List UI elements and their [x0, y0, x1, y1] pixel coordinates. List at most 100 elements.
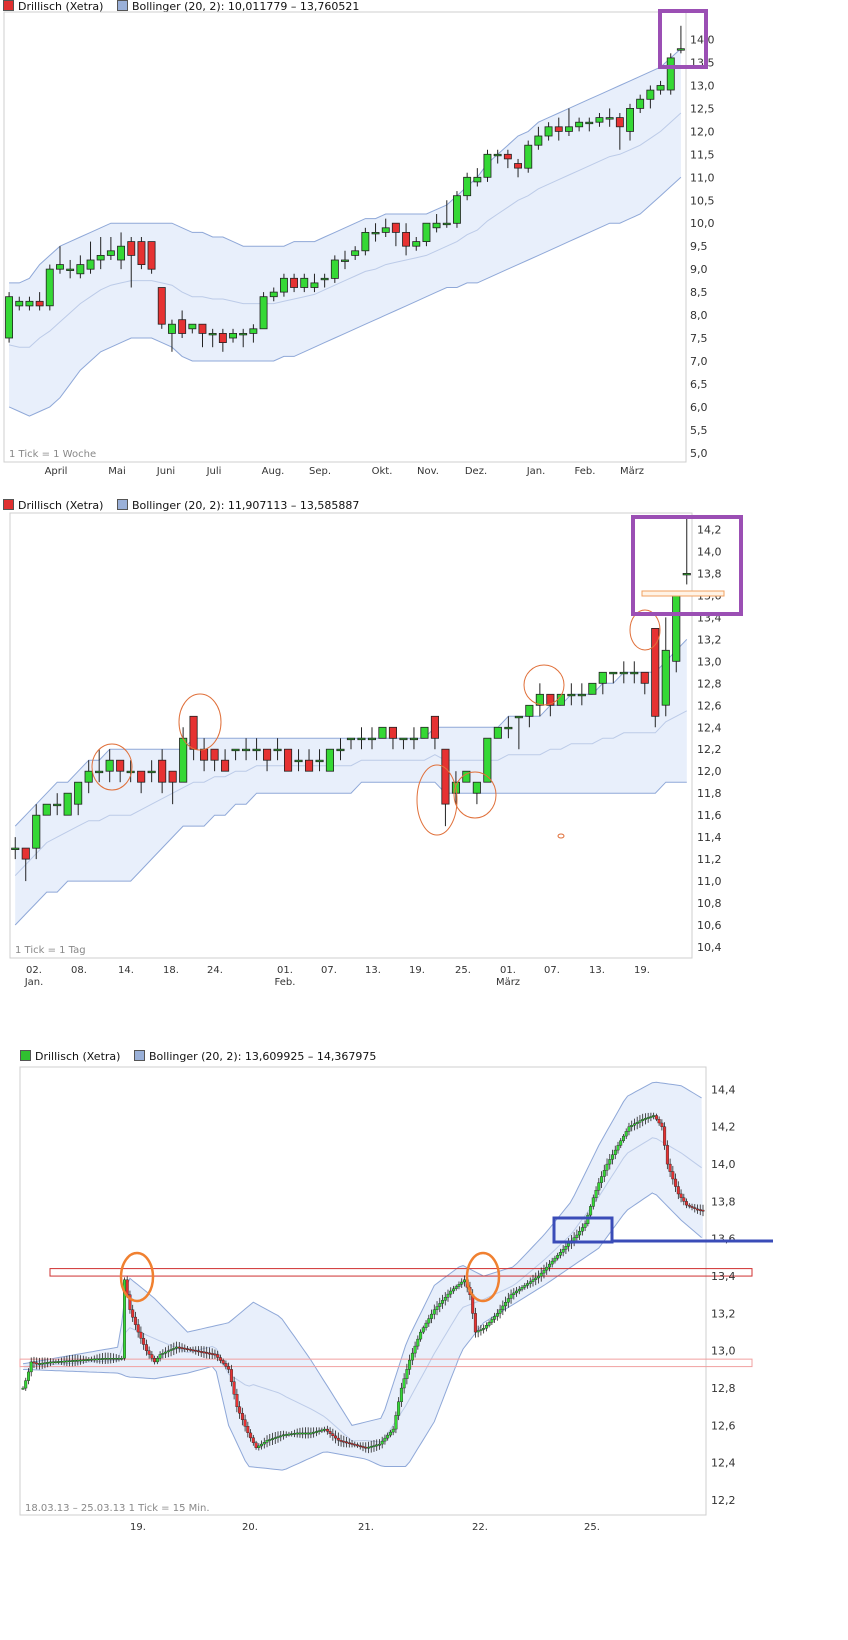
candle-body: [646, 1117, 650, 1119]
indicator-label: Bollinger (20, 2): 11,907113 – 13,585887: [131, 499, 360, 512]
candle-body: [524, 144, 533, 169]
candle-body: [663, 1126, 667, 1146]
x-tick-label: Jan.: [526, 466, 546, 477]
bollinger-lower-line: [22, 1192, 702, 1471]
candle-body: [523, 1285, 527, 1288]
candle-body: [624, 1131, 628, 1137]
candle-body: [381, 227, 390, 233]
candle-body: [59, 1361, 63, 1363]
y-tick-label: 11,5: [690, 148, 715, 161]
candle-body: [315, 759, 324, 763]
candle-body: [25, 300, 34, 307]
candle-body: [609, 671, 618, 675]
candle-body: [419, 1331, 423, 1340]
x-tick-label: 25.: [455, 965, 471, 976]
candle-body: [174, 1346, 178, 1349]
candle-body: [86, 259, 95, 270]
candle-body: [698, 1209, 702, 1211]
candle-body: [472, 781, 481, 794]
y-tick-label: 7,0: [690, 355, 708, 368]
candle-body: [483, 737, 492, 783]
y-tick-label: 11,2: [697, 853, 722, 866]
candle-body: [227, 1366, 231, 1370]
candle-body: [627, 1126, 631, 1132]
candle-body: [98, 1358, 102, 1361]
candle-body: [249, 1432, 253, 1439]
candle-body: [493, 1316, 497, 1320]
y-tick-label: 12,6: [711, 1419, 736, 1432]
candle-body: [361, 1446, 365, 1448]
candle-body: [240, 1413, 244, 1420]
candle-body: [388, 1431, 392, 1436]
y-tick-label: 5,5: [690, 424, 708, 437]
candle-body: [48, 1361, 52, 1364]
candle-body: [380, 1440, 384, 1445]
candle-body: [260, 1443, 264, 1447]
y-tick-label: 11,0: [697, 875, 722, 888]
candle-body: [561, 1248, 565, 1253]
candle-body: [350, 1443, 354, 1445]
candle-body: [408, 1359, 412, 1370]
candle-body: [241, 748, 251, 752]
candle-body: [24, 1380, 28, 1389]
candle-body: [449, 1290, 453, 1295]
candle-body: [84, 1359, 88, 1361]
candle-body: [399, 737, 408, 741]
candle-body: [441, 1300, 445, 1304]
candle-body: [32, 1361, 36, 1364]
candle-body: [294, 759, 303, 763]
y-tick-label: 12,4: [697, 721, 722, 734]
candle-body: [336, 748, 345, 752]
y-tick-label: 10,5: [690, 194, 715, 207]
candle-body: [185, 1348, 189, 1351]
y-tick-label: 7,5: [690, 332, 708, 345]
candle-body: [501, 1305, 505, 1310]
candle-body: [283, 748, 293, 772]
candle-body: [483, 153, 492, 178]
chart-legend: Drillisch (Xetra) Bollinger (20, 2): 11,…: [3, 499, 369, 512]
candle-body: [504, 726, 513, 730]
bollinger-band-fill: [15, 639, 687, 925]
candle-body: [251, 1437, 255, 1443]
chart-panel-intraday: Drillisch (Xetra) Bollinger (20, 2): 13,…: [0, 1045, 848, 1640]
candle-body: [353, 1443, 357, 1446]
candle-body: [660, 1122, 664, 1127]
candle-body: [577, 693, 586, 697]
candle-body: [622, 1135, 626, 1141]
candle-body: [284, 1434, 288, 1436]
candle-body: [367, 1446, 371, 1449]
x-tick-label: Juli: [206, 466, 222, 477]
candle-body: [534, 1277, 538, 1280]
candle-body: [679, 1193, 683, 1198]
candle-body: [122, 1279, 126, 1359]
candle-body: [665, 1145, 669, 1165]
y-tick-label: 13,0: [697, 655, 722, 668]
candle-body: [304, 759, 314, 772]
candle-body: [367, 737, 376, 741]
candle-body: [346, 737, 355, 741]
highlight-box-purple: [631, 515, 743, 616]
candle-body: [188, 323, 197, 330]
candle-body: [29, 1361, 33, 1373]
candle-body: [520, 1287, 524, 1290]
candle-body: [578, 1231, 582, 1236]
candle-body: [512, 1292, 516, 1295]
candle-body: [188, 1348, 192, 1351]
y-tick-label: 13,0: [690, 79, 715, 92]
x-tick-sublabel: Feb.: [275, 977, 296, 988]
candle-body: [194, 1350, 198, 1352]
candle-body: [57, 1361, 61, 1363]
candle-body: [74, 781, 83, 805]
candle-body: [438, 1303, 442, 1307]
candle-body: [309, 1432, 313, 1435]
candle-body: [674, 1178, 678, 1187]
candle-body: [430, 1313, 434, 1319]
candle-body: [388, 726, 397, 739]
y-tick-label: 12,6: [697, 699, 722, 712]
y-tick-label: 13,2: [697, 633, 722, 646]
bollinger-lower-line: [14, 781, 687, 926]
y-tick-label: 14,2: [697, 523, 722, 536]
candle-body: [454, 1286, 458, 1289]
x-tick-label: 08.: [71, 965, 87, 976]
x-tick-label: Dez.: [465, 466, 487, 477]
